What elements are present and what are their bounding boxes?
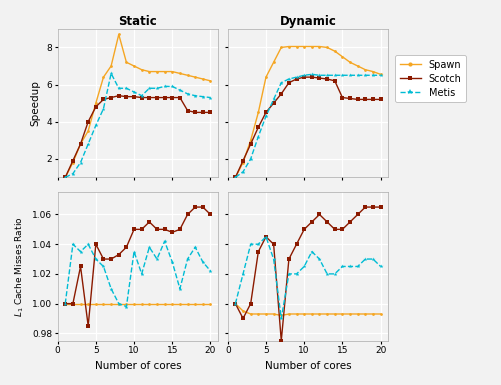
X-axis label: Number of cores: Number of cores bbox=[95, 361, 181, 371]
Y-axis label: $L_1$ Cache Misses Ratio: $L_1$ Cache Misses Ratio bbox=[14, 216, 27, 317]
Y-axis label: Speedup: Speedup bbox=[31, 80, 41, 126]
X-axis label: Number of cores: Number of cores bbox=[265, 361, 351, 371]
Legend: Spawn, Scotch, Metis: Spawn, Scotch, Metis bbox=[395, 55, 466, 102]
Title: Static: Static bbox=[119, 15, 157, 28]
Title: Dynamic: Dynamic bbox=[280, 15, 337, 28]
